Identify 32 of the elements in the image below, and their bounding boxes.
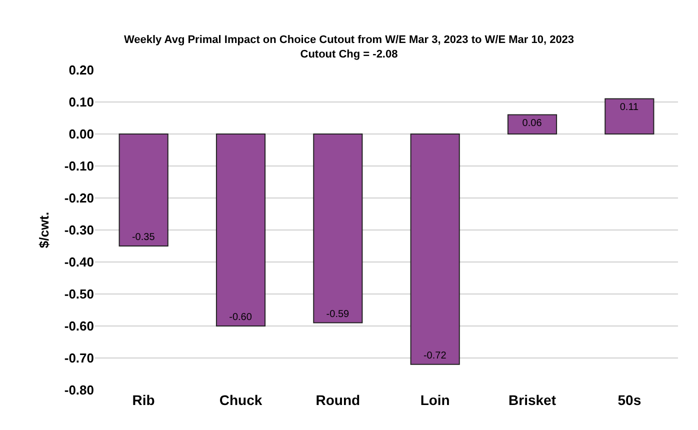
y-tick-label: -0.70 (64, 350, 94, 366)
y-tick-label: 0.20 (68, 62, 94, 78)
chart-subtitle: Cutout Chg = -2.08 (300, 48, 398, 60)
data-label: -0.59 (326, 308, 350, 320)
bar (313, 134, 363, 324)
chart-title: Weekly Avg Primal Impact on Choice Cutout from W/E Mar 3, 2023 to W/E Mar 10, 2023 (124, 34, 574, 46)
bar (216, 134, 266, 326)
y-tick-label: -0.60 (64, 318, 94, 334)
bar (507, 114, 558, 134)
bar (604, 98, 654, 134)
x-tick-label: Loin (420, 392, 450, 408)
data-label: 0.06 (522, 118, 542, 129)
y-tick-label: 0.00 (68, 126, 94, 142)
data-label: -0.60 (229, 312, 252, 323)
y-tick-label: -0.20 (64, 190, 94, 206)
x-tick-label: 50s (618, 392, 642, 408)
y-tick-label: -0.10 (64, 158, 94, 174)
x-tick-label: Round (316, 392, 360, 408)
bar (118, 134, 168, 246)
y-axis-title: $/cwt. (36, 212, 52, 248)
data-label: 0.11 (620, 102, 639, 113)
y-tick-label: -0.80 (64, 382, 94, 398)
data-label: -0.72 (423, 350, 447, 362)
x-tick-label: Chuck (219, 392, 262, 408)
x-tick-label: Rib (132, 392, 155, 408)
y-tick-label: -0.50 (64, 286, 94, 302)
data-label: -0.35 (132, 232, 156, 243)
y-tick-label: -0.40 (64, 254, 94, 270)
y-tick-label: -0.30 (64, 222, 94, 238)
y-tick-label: 0.10 (68, 94, 94, 110)
x-tick-label: Brisket (508, 392, 556, 408)
bar (410, 134, 460, 365)
